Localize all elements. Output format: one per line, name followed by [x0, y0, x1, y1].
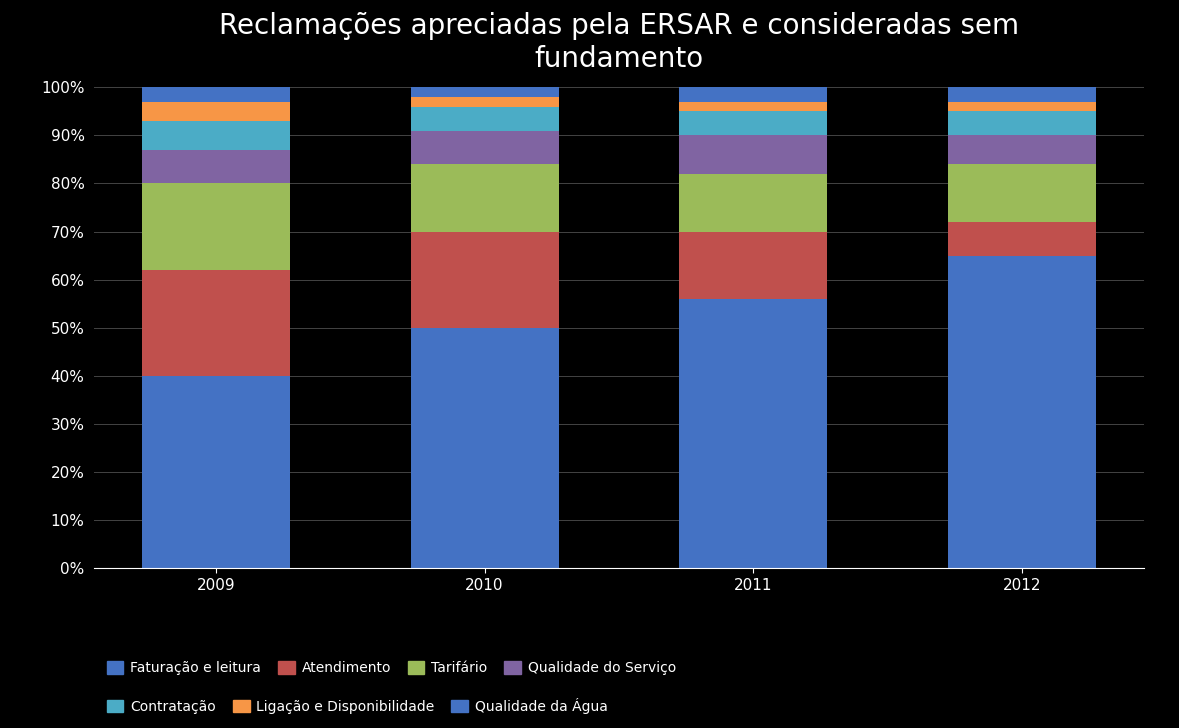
Bar	[679, 174, 828, 232]
Bar	[410, 130, 559, 165]
Bar	[679, 232, 828, 298]
Bar	[948, 102, 1096, 111]
Bar	[410, 232, 559, 328]
Bar	[679, 298, 828, 568]
Bar	[410, 97, 559, 106]
Bar	[141, 270, 290, 376]
Bar	[141, 150, 290, 183]
Bar	[141, 102, 290, 121]
Legend: Contratação, Ligação e Disponibilidade, Qualidade da Água: Contratação, Ligação e Disponibilidade, …	[101, 692, 613, 719]
Bar	[410, 328, 559, 568]
Bar	[141, 87, 290, 102]
Bar	[679, 102, 828, 111]
Bar	[948, 135, 1096, 165]
Bar	[141, 376, 290, 568]
Bar	[948, 165, 1096, 222]
Bar	[679, 135, 828, 174]
Bar	[948, 111, 1096, 135]
Bar	[679, 111, 828, 135]
Title: Reclamações apreciadas pela ERSAR e consideradas sem
fundamento: Reclamações apreciadas pela ERSAR e cons…	[219, 12, 1019, 73]
Bar	[410, 106, 559, 130]
Bar	[948, 222, 1096, 256]
Bar	[410, 87, 559, 97]
Bar	[410, 165, 559, 232]
Bar	[141, 183, 290, 270]
Bar	[141, 121, 290, 150]
Bar	[948, 87, 1096, 102]
Bar	[679, 87, 828, 102]
Bar	[948, 256, 1096, 568]
